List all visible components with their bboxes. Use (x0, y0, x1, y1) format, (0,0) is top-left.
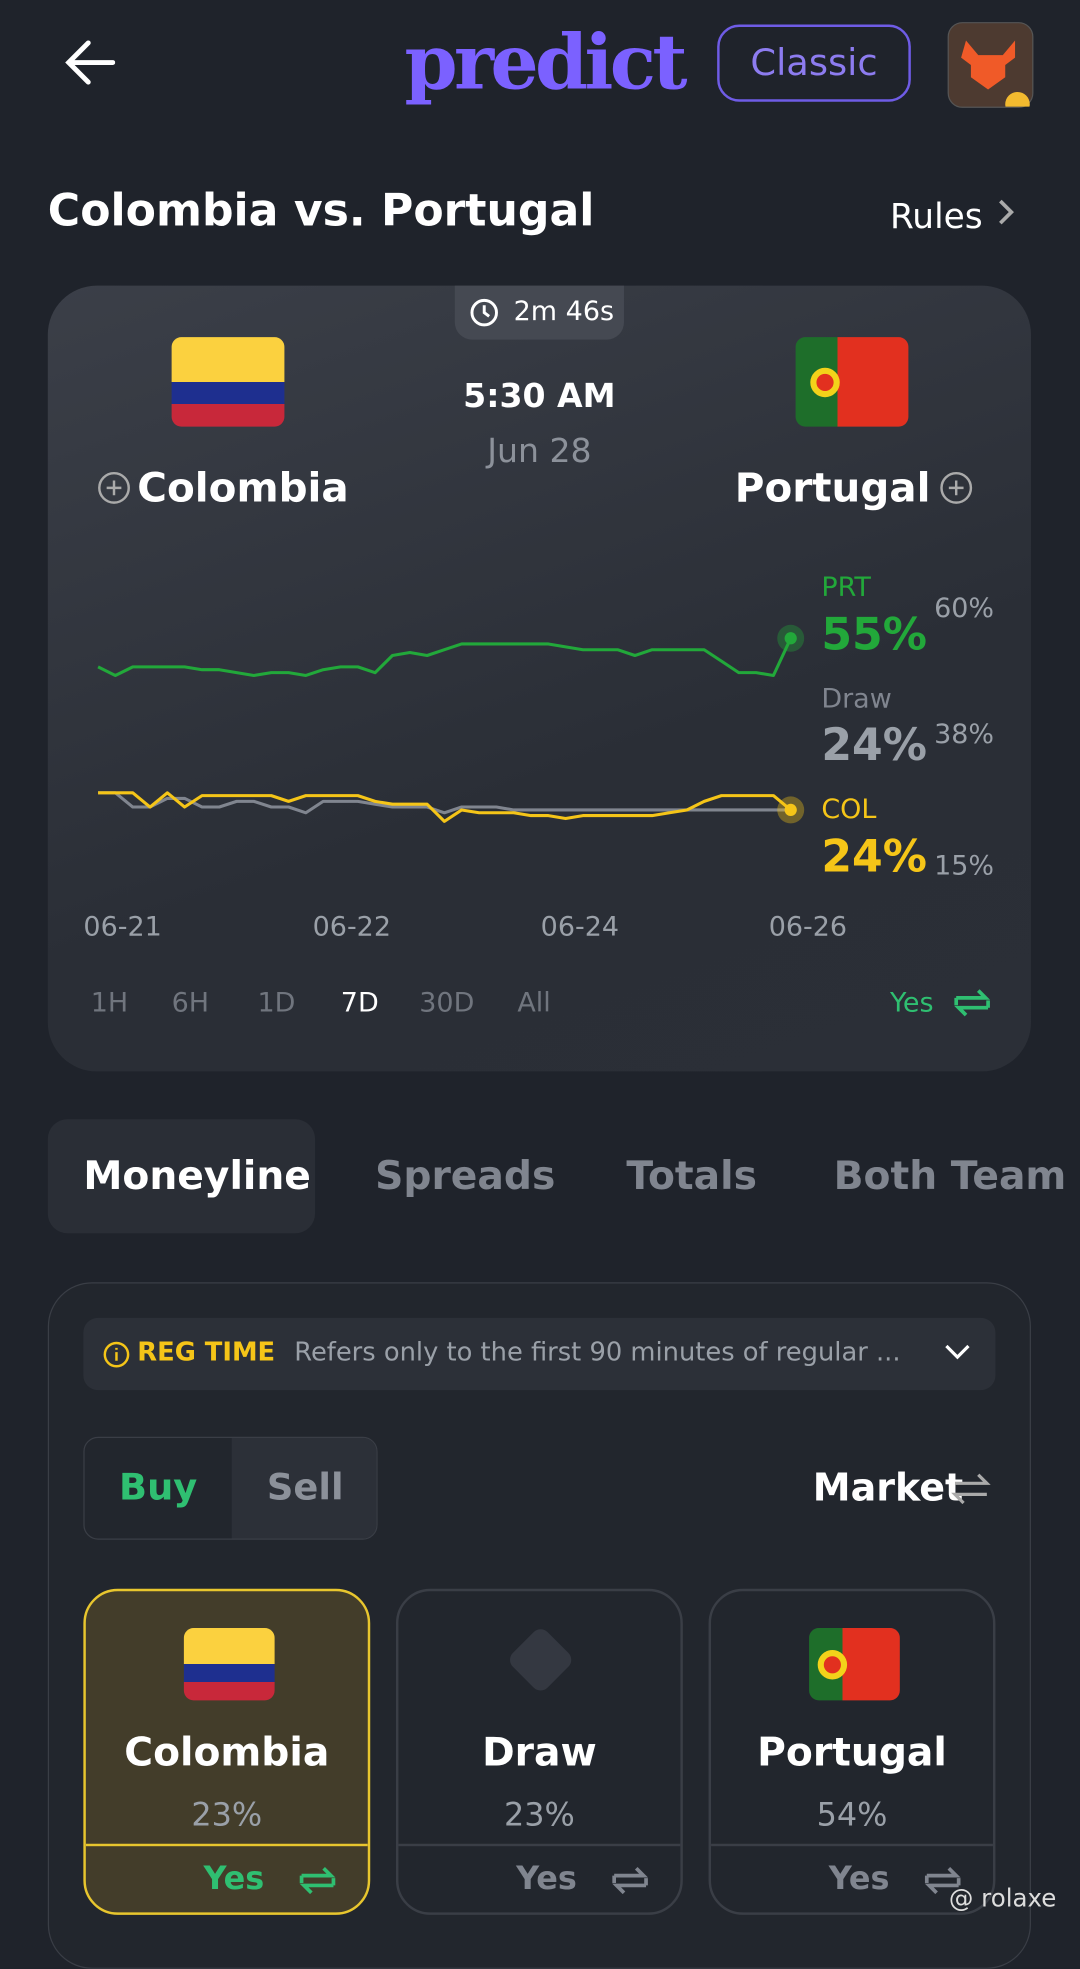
range-tab[interactable]: 1D (257, 988, 296, 1019)
y-tick-label: 15% (934, 851, 994, 882)
notice-text: Refers only to the first 90 minutes of r… (294, 1337, 901, 1367)
outcome-name: Draw (482, 1728, 597, 1776)
market-tab[interactable]: Moneyline (83, 1152, 311, 1199)
classic-button[interactable]: Classic (717, 24, 911, 102)
buy-tab[interactable]: Buy (119, 1466, 198, 1510)
range-tab[interactable]: All (517, 988, 551, 1019)
order-type[interactable]: Market (812, 1466, 991, 1511)
range-tab[interactable]: 6H (171, 988, 210, 1019)
end-dot (784, 803, 797, 817)
back-button[interactable] (64, 39, 116, 86)
legend-value: 24% (821, 831, 927, 882)
watermark: @ rolaxe (948, 1882, 1057, 1913)
series-line (98, 791, 791, 815)
swap-icon (299, 1866, 336, 1895)
outcome-card[interactable]: Portugal 54% Yes (708, 1588, 996, 1915)
rules-text: Rules (890, 196, 983, 237)
away-team: Portugal (734, 463, 931, 512)
x-tick-label: 06-26 (769, 912, 847, 943)
swap-icon (924, 1866, 961, 1895)
buy-sell: Buy Sell (83, 1436, 378, 1540)
market-tab[interactable]: Totals (626, 1152, 757, 1199)
outcome-chance: 54% (816, 1797, 888, 1834)
outcome-button[interactable]: Yes (85, 1843, 368, 1913)
screen: predict Classic Colombia vs. Portugal Ru… (47, 17, 1067, 1969)
timer-text: 2m 46s (513, 296, 615, 328)
order-text: Market (812, 1466, 964, 1511)
market-tab[interactable]: Both Team (833, 1152, 1067, 1199)
x-tick-label: 06-22 (313, 912, 391, 943)
legend-name: COL (821, 794, 876, 825)
y-tick-label: 38% (934, 719, 994, 750)
legend-value: 55% (821, 609, 927, 660)
range-tab[interactable]: 7D (340, 988, 379, 1019)
swap-icon (612, 1866, 649, 1895)
outcome-action: Yes (828, 1860, 890, 1898)
flag (809, 1627, 900, 1701)
outcome-action: Yes (516, 1860, 577, 1898)
follow-icon[interactable] (939, 471, 973, 505)
flag (183, 1627, 275, 1701)
timer: 2m 46s (454, 285, 624, 340)
flag (171, 337, 285, 427)
notice-tag: REG TIME (137, 1337, 276, 1367)
outcome-card[interactable]: Colombia 23% Yes (83, 1588, 371, 1915)
market-tab[interactable]: Spreads (375, 1152, 556, 1199)
active-tab-bg (47, 1119, 316, 1234)
follow-icon[interactable] (97, 471, 131, 505)
price-chart: 60% 38% 15% PRT 55% Draw 24% COL 24% 06-21 06-22 06… (83, 572, 994, 943)
rules-link[interactable]: Rules (890, 194, 1018, 237)
legend-value: 24% (821, 720, 927, 771)
legend-name: PRT (821, 572, 871, 603)
outcome-action: Yes (203, 1860, 265, 1898)
flag (795, 337, 909, 427)
match-date: Jun 28 (487, 432, 592, 471)
range-tab[interactable]: 30D (419, 988, 475, 1019)
legend-name: Draw (821, 683, 891, 714)
logo: predict (404, 17, 688, 107)
page: predict Classic Colombia vs. Portugal Ru… (47, 17, 1067, 1969)
series-line (97, 637, 793, 678)
outcome-card[interactable]: Draw 23% Yes (395, 1588, 683, 1915)
outcome-toggle[interactable]: Yes (890, 988, 991, 1019)
outcome-chance: 23% (503, 1797, 575, 1834)
outcome-name: Portugal (757, 1728, 947, 1776)
sell-tab[interactable]: Sell (231, 1437, 377, 1539)
x-tick-label: 06-24 (541, 912, 619, 943)
avatar[interactable] (947, 22, 1034, 117)
outcome-chance: 23% (191, 1797, 263, 1834)
outcome-button[interactable]: Yes (711, 1843, 993, 1913)
home-team: Colombia (137, 463, 349, 512)
series-line (98, 791, 792, 823)
range-tab[interactable]: 1H (90, 988, 129, 1019)
outcome-name: Colombia (124, 1728, 330, 1776)
flag (496, 1628, 587, 1700)
outcome-button[interactable]: Yes (398, 1843, 681, 1913)
y-tick-label: 60% (934, 593, 994, 624)
x-tick-label: 06-21 (83, 912, 161, 943)
match-time: 5:30 AM (463, 377, 616, 416)
toggle-text: Yes (890, 988, 934, 1019)
notice[interactable]: REG TIME Refers only to the first 90 min… (83, 1317, 996, 1391)
title: Colombia vs. Portugal (47, 186, 595, 237)
end-dot (784, 632, 797, 645)
